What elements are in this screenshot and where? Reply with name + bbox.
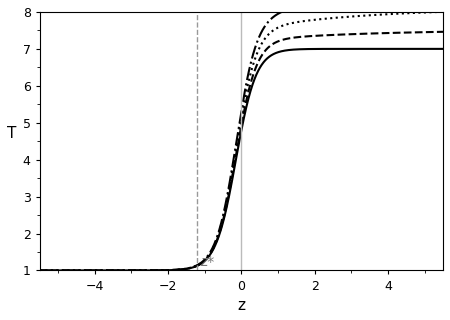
Y-axis label: T: T [7, 126, 16, 141]
Text: z*: z* [200, 255, 215, 268]
X-axis label: z: z [238, 298, 245, 313]
